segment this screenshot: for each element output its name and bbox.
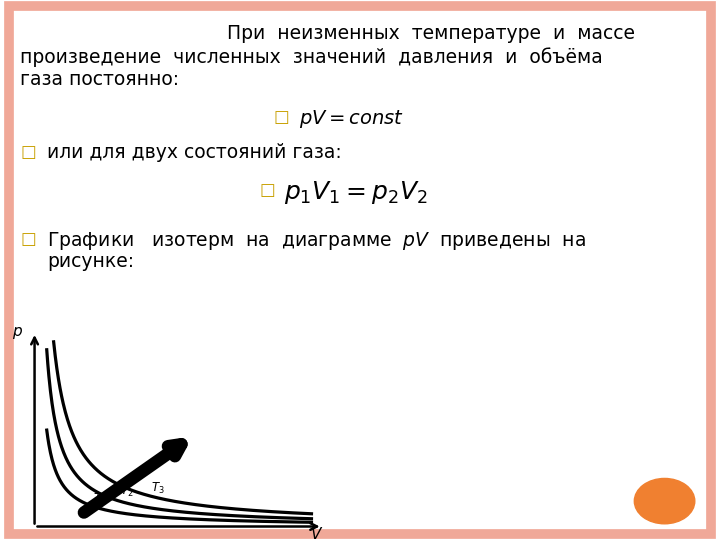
Text: $T_2$: $T_2$ bbox=[120, 484, 134, 500]
Text: $T_3$: $T_3$ bbox=[151, 481, 165, 496]
Text: □: □ bbox=[259, 181, 275, 199]
Text: газа постоянно:: газа постоянно: bbox=[20, 70, 179, 89]
Text: $pV=const$: $pV=const$ bbox=[299, 108, 404, 130]
Text: □: □ bbox=[20, 230, 36, 247]
Text: Графики   изотерм  на  диаграмме  $pV$  приведены  на: Графики изотерм на диаграмме $pV$ привед… bbox=[47, 230, 585, 252]
Text: $p$: $p$ bbox=[12, 325, 24, 341]
Text: При  неизменных  температуре  и  массе: При неизменных температуре и массе bbox=[227, 24, 635, 43]
Text: или для двух состояний газа:: или для двух состояний газа: bbox=[47, 143, 341, 162]
Text: □: □ bbox=[20, 143, 36, 161]
Text: рисунке:: рисунке: bbox=[47, 252, 134, 271]
Text: $p_1V_1= p_2V_2$: $p_1V_1= p_2V_2$ bbox=[284, 179, 428, 206]
Text: $V$: $V$ bbox=[310, 526, 324, 540]
Text: $T_1$: $T_1$ bbox=[93, 491, 107, 507]
Text: произведение  численных  значений  давления  и  объёма: произведение численных значений давления… bbox=[20, 47, 603, 66]
Text: □: □ bbox=[274, 108, 289, 126]
